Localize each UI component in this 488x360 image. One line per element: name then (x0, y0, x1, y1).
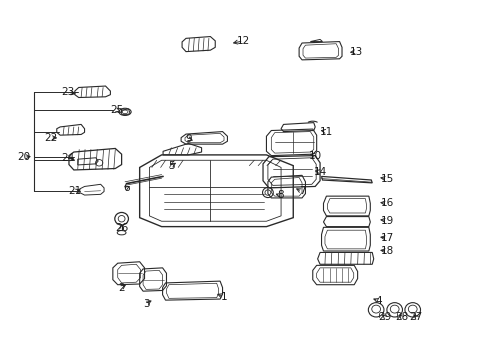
Text: 9: 9 (185, 134, 191, 144)
Text: 21: 21 (68, 186, 81, 197)
Text: 24: 24 (61, 153, 75, 163)
Text: 19: 19 (380, 216, 393, 225)
Text: 8: 8 (276, 190, 283, 201)
Text: 18: 18 (380, 246, 393, 256)
Text: 11: 11 (319, 127, 332, 136)
Text: 13: 13 (349, 46, 363, 57)
Text: 29: 29 (378, 312, 391, 322)
Text: 5: 5 (168, 161, 174, 171)
Text: 2: 2 (118, 283, 124, 293)
Text: 7: 7 (298, 186, 305, 197)
Text: 4: 4 (374, 296, 381, 306)
Text: 17: 17 (380, 233, 393, 243)
Text: 28: 28 (394, 312, 407, 322)
Text: 10: 10 (308, 150, 321, 161)
Text: 22: 22 (44, 133, 57, 143)
Text: 20: 20 (18, 152, 31, 162)
Text: 3: 3 (142, 299, 149, 309)
Text: 23: 23 (61, 87, 75, 97)
Text: 6: 6 (123, 183, 129, 193)
Text: 15: 15 (380, 174, 393, 184)
Text: 1: 1 (220, 292, 227, 302)
Text: 16: 16 (380, 198, 393, 208)
Text: 12: 12 (236, 36, 250, 46)
Text: 14: 14 (313, 167, 326, 177)
Text: 27: 27 (408, 312, 422, 322)
Text: 26: 26 (115, 223, 128, 233)
Text: 25: 25 (110, 105, 123, 115)
